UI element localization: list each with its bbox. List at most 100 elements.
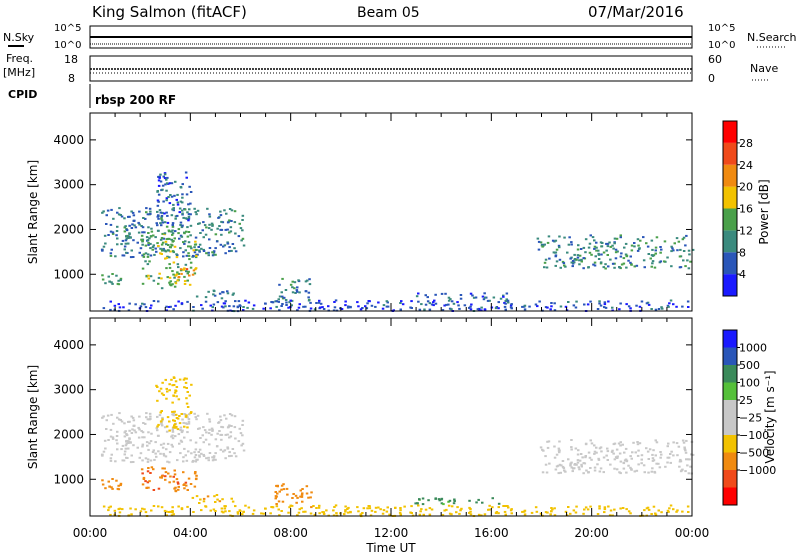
rti-cell — [176, 214, 179, 217]
rti-cell — [625, 303, 628, 306]
rti-cell — [424, 508, 428, 511]
rti-cell — [570, 241, 573, 244]
rti-cell — [191, 496, 195, 499]
rti-cell — [163, 173, 167, 176]
rti-cell — [187, 422, 191, 425]
rti-cell — [125, 434, 129, 437]
rti-cell — [177, 488, 180, 491]
rti-cell — [553, 309, 557, 312]
rti-cell — [199, 232, 202, 234]
rti-cell — [600, 245, 604, 248]
rti-cell — [155, 250, 158, 253]
rti-cell — [185, 484, 188, 487]
rti-cell — [286, 493, 289, 496]
rti-cell — [675, 442, 679, 445]
rti-cell — [654, 439, 657, 442]
rti-cell — [417, 300, 420, 303]
rti-cell — [146, 253, 150, 256]
rti-cell — [344, 300, 347, 303]
rti-cell — [212, 253, 216, 256]
rti-cell — [185, 402, 189, 405]
rti-cell — [116, 225, 119, 228]
rti-cell — [176, 481, 180, 484]
rti-cell — [181, 418, 184, 421]
rti-cell — [156, 386, 159, 388]
rti-cell — [509, 509, 513, 512]
rti-cell — [619, 507, 622, 510]
rti-cell — [611, 449, 614, 452]
rti-cell — [160, 224, 163, 227]
rti-cell — [318, 512, 321, 515]
rti-cell — [157, 505, 160, 508]
rti-cell — [141, 226, 145, 229]
rti-cell — [264, 507, 267, 510]
rti-cell — [424, 303, 428, 306]
rti-cell — [555, 248, 559, 251]
rti-cell — [132, 256, 135, 258]
rti-cell — [307, 291, 311, 294]
rti-cell — [459, 294, 463, 296]
rti-cell — [572, 304, 576, 307]
rti-cell — [110, 248, 113, 251]
rti-cell — [181, 224, 184, 227]
rti-cell — [421, 503, 425, 506]
rti-cell — [653, 266, 657, 269]
rti-cell — [119, 279, 122, 282]
rti-cell — [199, 437, 202, 439]
rti-cell — [120, 420, 124, 423]
rti-cell — [482, 298, 486, 301]
rti-cell — [660, 306, 663, 309]
rti-cell — [440, 502, 444, 505]
rti-cell — [138, 251, 141, 254]
rti-cell — [635, 304, 638, 307]
rti-cell — [613, 442, 617, 445]
rti-cell — [197, 451, 200, 453]
rti-cell — [302, 305, 305, 308]
rti-cell — [301, 500, 304, 503]
rti-cell — [174, 215, 178, 218]
velocity-colorbar-segment — [723, 452, 737, 470]
rti-cell — [174, 380, 178, 383]
rti-cell — [652, 505, 656, 508]
power-colorbar-segment — [723, 230, 737, 253]
rti-cell — [130, 249, 133, 252]
rti-cell — [544, 258, 548, 261]
beam-title: Beam 05 — [357, 5, 420, 21]
rti-cell — [182, 241, 185, 244]
rti-cell — [505, 298, 508, 301]
rti-cell — [497, 506, 500, 509]
rti-cell — [310, 506, 313, 509]
rti-cell — [168, 276, 172, 279]
rti-cell — [147, 243, 150, 246]
rti-cell — [152, 449, 155, 452]
rti-cell — [178, 415, 181, 417]
rti-cell — [188, 394, 191, 397]
rti-cell — [196, 253, 199, 256]
rti-cell — [321, 511, 324, 514]
rti-cell — [540, 244, 544, 247]
rti-cell — [418, 498, 421, 501]
rti-cell — [185, 254, 189, 257]
rti-cell — [441, 514, 445, 517]
rti-cell — [165, 309, 168, 312]
rti-cell — [198, 448, 202, 451]
rti-cell — [333, 301, 336, 303]
rti-cell — [167, 249, 170, 252]
rti-cell — [552, 251, 556, 254]
rti-cell — [596, 308, 600, 310]
rti-cell — [366, 302, 369, 305]
rti-cell — [589, 234, 592, 237]
rti-cell — [144, 260, 147, 263]
rti-cell — [204, 300, 208, 303]
rti-cell — [655, 236, 659, 239]
rti-cell — [186, 391, 189, 393]
rti-cell — [179, 186, 183, 188]
rti-cell — [481, 295, 485, 298]
rti-cell — [132, 419, 136, 422]
rti-cell — [233, 210, 237, 213]
rti-cell — [560, 464, 563, 467]
rti-cell — [165, 182, 169, 185]
rti-cell — [161, 467, 164, 470]
rti-cell — [562, 262, 566, 265]
rti-cell — [576, 256, 580, 259]
